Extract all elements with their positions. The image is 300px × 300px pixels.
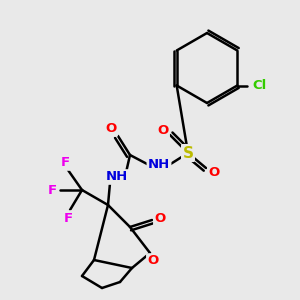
Text: NH: NH [148, 158, 170, 172]
Text: F: F [60, 157, 70, 169]
Text: F: F [63, 212, 73, 224]
Text: O: O [147, 254, 159, 268]
Text: S: S [182, 146, 194, 160]
Text: O: O [208, 167, 220, 179]
Text: O: O [105, 122, 117, 136]
Text: Cl: Cl [252, 79, 266, 92]
Text: O: O [158, 124, 169, 136]
Text: O: O [154, 212, 166, 224]
Text: F: F [47, 184, 57, 196]
Text: NH: NH [106, 170, 128, 184]
